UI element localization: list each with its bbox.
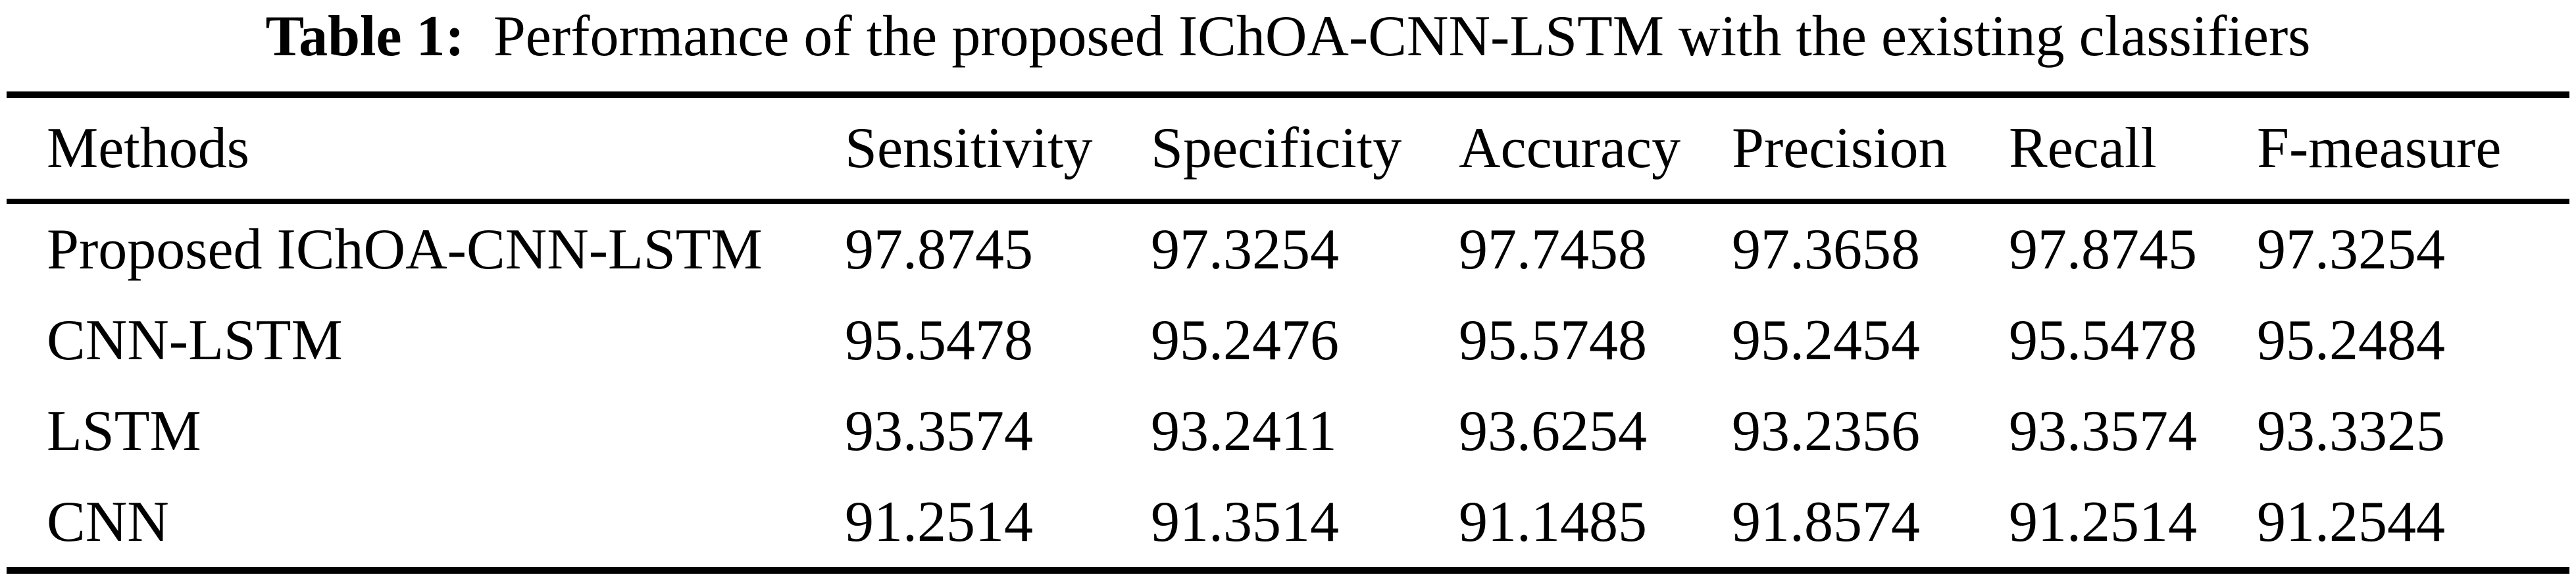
value-cell: 97.3658 [1732,217,1920,282]
value-cell: 93.3574 [2009,399,2197,463]
value-cell: 95.2484 [2257,308,2445,372]
value-cell: 95.2476 [1151,308,1339,372]
col-header-accuracy: Accuracy [1459,116,1681,180]
table-row: LSTM 93.3574 93.2411 93.6254 93.2356 93.… [7,386,2569,476]
value-cell: 97.7458 [1459,217,1647,282]
value-cell: 95.5478 [845,308,1033,372]
value-cell: 93.2356 [1732,399,1920,463]
method-cell: CNN [47,490,169,554]
value-cell: 95.2454 [1732,308,1920,372]
value-cell: 97.8745 [2009,217,2197,282]
value-cell: 91.8574 [1732,490,1920,554]
value-cell: 97.8745 [845,217,1033,282]
value-cell: 93.3574 [845,399,1033,463]
col-header-f-measure: F-measure [2257,116,2502,180]
value-cell: 93.2411 [1151,399,1337,463]
table-row: CNN 91.2514 91.3514 91.1485 91.8574 91.2… [7,476,2569,567]
method-cell: Proposed IChOA-CNN-LSTM [47,217,763,282]
value-cell: 91.2514 [2009,490,2197,554]
table-row: CNN-LSTM 95.5478 95.2476 95.5748 95.2454… [7,295,2569,386]
table-row: Proposed IChOA-CNN-LSTM 97.8745 97.3254 … [7,204,2569,295]
table-caption-label: Table 1: [265,5,465,68]
value-cell: 91.2514 [845,490,1033,554]
method-cell: LSTM [47,399,201,463]
col-header-methods: Methods [47,116,249,180]
table-toprule [7,91,2569,98]
value-cell: 91.3514 [1151,490,1339,554]
table-header-row: Methods Sensitivity Specificity Accuracy… [7,98,2569,199]
col-header-recall: Recall [2009,116,2157,180]
col-header-specificity: Specificity [1151,116,1402,180]
value-cell: 91.1485 [1459,490,1647,554]
table-midrule [7,199,2569,204]
value-cell: 93.6254 [1459,399,1647,463]
table-caption-text: Performance of the proposed IChOA-CNN-LS… [493,5,2311,68]
table-bottomrule [7,567,2569,574]
col-header-precision: Precision [1732,116,1948,180]
method-cell: CNN-LSTM [47,308,343,372]
value-cell: 95.5478 [2009,308,2197,372]
value-cell: 93.3325 [2257,399,2445,463]
col-header-sensitivity: Sensitivity [845,116,1093,180]
table-caption: Table 1: Performance of the proposed ICh… [0,0,2576,91]
value-cell: 97.3254 [2257,217,2445,282]
value-cell: 97.3254 [1151,217,1339,282]
value-cell: 91.2544 [2257,490,2445,554]
value-cell: 95.5748 [1459,308,1647,372]
